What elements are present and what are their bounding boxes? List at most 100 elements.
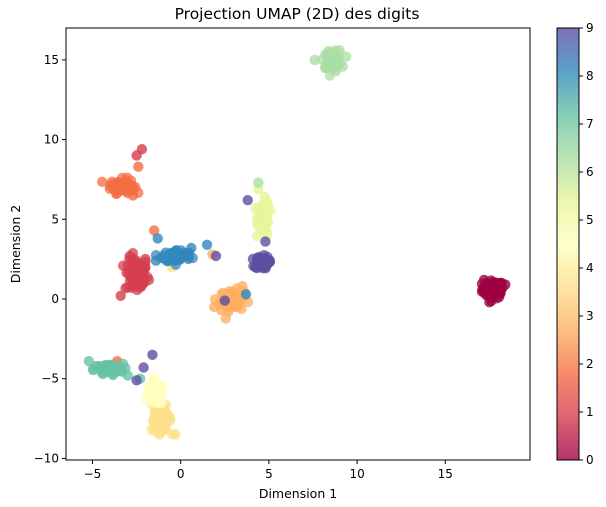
x-tick-label: 10	[349, 467, 364, 481]
y-axis-label: Dimension 2	[8, 205, 23, 283]
scatter-point	[170, 429, 181, 440]
scatter-point	[149, 408, 160, 419]
scatter-point	[140, 253, 151, 265]
colorbar-tick-label: 4	[586, 261, 594, 275]
scatter-point	[341, 51, 352, 62]
scatter-point	[186, 242, 197, 254]
scatter-point	[130, 260, 141, 272]
scatter-point	[150, 255, 162, 266]
scatter-point	[127, 190, 139, 201]
colorbar-tick-label: 7	[586, 117, 594, 131]
cluster-class-10	[131, 195, 276, 386]
x-tick-label: −5	[84, 467, 102, 481]
scatter-point	[143, 381, 155, 392]
scatter-point	[115, 290, 126, 301]
scatter-point	[107, 366, 118, 377]
scatter-point	[334, 45, 345, 56]
scatter-point	[253, 177, 264, 188]
plot-frame	[65, 27, 531, 461]
scatter-point	[138, 362, 149, 373]
scatter-point	[260, 236, 271, 247]
colorbar	[556, 27, 580, 461]
cluster-class-8	[83, 356, 146, 384]
y-tick-label: 15	[44, 53, 59, 67]
colorbar-tick-label: 0	[586, 453, 594, 467]
scatter-point	[162, 412, 173, 424]
scatter-point	[156, 397, 167, 408]
y-tick-label: −5	[41, 372, 59, 386]
scatter-point	[123, 267, 134, 278]
y-tick-label: −10	[34, 451, 59, 465]
scatter-point	[484, 297, 495, 308]
colorbar-tick-label: 6	[586, 165, 594, 179]
scatter-point	[240, 289, 252, 300]
scatter-point	[216, 305, 227, 316]
scatter-point	[122, 370, 133, 381]
scatter-point	[131, 150, 142, 161]
scatter-point	[124, 253, 135, 265]
x-tick-label: 5	[265, 467, 273, 481]
scatter-point	[227, 301, 238, 313]
colorbar-tick-label: 1	[586, 405, 594, 419]
y-tick-label: 10	[44, 133, 59, 147]
x-tick-label: 15	[438, 467, 453, 481]
x-tick-label: 0	[177, 467, 185, 481]
scatter-point	[210, 250, 222, 262]
scatter-point	[478, 274, 490, 286]
scatter-point	[500, 279, 511, 290]
colorbar-ticks: 0 1 2 3 4 5 6 7 8 9	[579, 21, 594, 467]
scatter-point	[97, 368, 109, 380]
colorbar-tick-label: 5	[586, 213, 594, 227]
scatter-point	[116, 172, 128, 184]
scatter-point	[104, 180, 116, 191]
x-axis-label: Dimension 1	[259, 486, 337, 501]
scatter-point	[494, 289, 506, 300]
scatter-point	[237, 281, 248, 292]
scatter-point	[219, 295, 230, 306]
cluster-class-5	[140, 372, 168, 409]
scatter-point	[127, 182, 139, 193]
scatter-point	[118, 260, 129, 271]
scatter-points	[83, 45, 511, 440]
scatter-point	[242, 195, 253, 206]
y-tick-label: 0	[51, 292, 59, 306]
scatter-point	[252, 216, 264, 227]
scatter-point	[258, 206, 269, 218]
colorbar-tick-label: 9	[586, 21, 594, 35]
scatter-point	[178, 248, 190, 259]
cluster-class-9	[150, 233, 252, 300]
scatter-point	[257, 257, 268, 268]
cluster-class-1	[115, 144, 155, 301]
cluster-class-4	[146, 261, 181, 440]
scatter-point	[201, 239, 213, 250]
scatter-point	[133, 273, 144, 284]
scatter-point	[232, 293, 243, 304]
cluster-class-7	[253, 45, 352, 188]
scatter-point	[480, 285, 492, 297]
cluster-class-6	[250, 46, 336, 242]
cluster-class-2	[97, 161, 160, 367]
scatter-point	[309, 54, 320, 66]
cluster-class-0	[476, 274, 511, 308]
scatter-point	[133, 161, 144, 172]
scatter-point	[330, 65, 342, 77]
scatter-point	[126, 282, 137, 293]
y-axis-ticks: −10 −5 0 5 10 15	[34, 53, 66, 465]
scatter-point	[152, 233, 163, 244]
scatter-point	[147, 349, 158, 360]
scatter-point	[131, 375, 142, 386]
scatter-point	[220, 313, 231, 324]
colorbar-tick-label: 8	[586, 69, 594, 83]
scatter-point	[97, 176, 108, 187]
colorbar-tick-label: 2	[586, 357, 594, 371]
x-axis-ticks: −5 0 5 10 15	[84, 460, 453, 481]
colorbar-tick-label: 3	[586, 309, 594, 323]
chart-title: Projection UMAP (2D) des digits	[175, 5, 420, 23]
scatter-point	[168, 248, 179, 259]
scatter-point	[320, 49, 331, 60]
scatter-point	[153, 420, 165, 431]
y-tick-label: 5	[51, 212, 59, 226]
scatter-point	[149, 225, 160, 236]
